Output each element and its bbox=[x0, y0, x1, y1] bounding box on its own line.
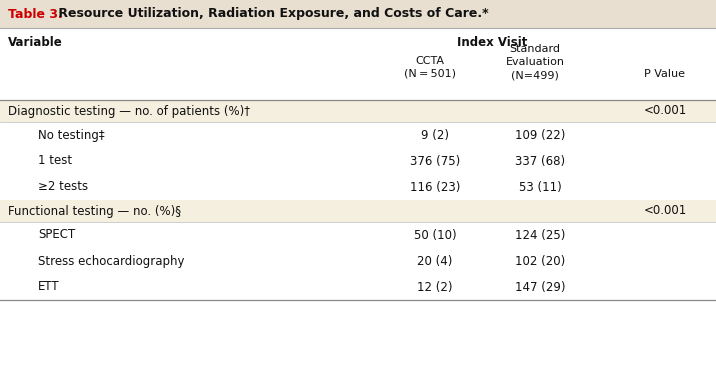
Text: ≥2 tests: ≥2 tests bbox=[38, 181, 88, 194]
Bar bbox=[0, 200, 716, 222]
Text: Index Visit: Index Visit bbox=[458, 35, 528, 48]
Bar bbox=[0, 148, 716, 174]
Text: SPECT: SPECT bbox=[38, 229, 75, 242]
Text: Stress echocardiography: Stress echocardiography bbox=[38, 255, 185, 267]
Bar bbox=[0, 174, 716, 200]
Text: Standard: Standard bbox=[510, 44, 561, 54]
Text: <0.001: <0.001 bbox=[644, 205, 687, 218]
Text: <0.001: <0.001 bbox=[644, 104, 687, 117]
Text: Diagnostic testing — no. of patients (%)†: Diagnostic testing — no. of patients (%)… bbox=[8, 104, 250, 117]
Text: P Value: P Value bbox=[644, 69, 685, 79]
Text: 147 (29): 147 (29) bbox=[515, 280, 565, 293]
Bar bbox=[0, 0, 716, 28]
Text: 9 (2): 9 (2) bbox=[421, 128, 449, 141]
Text: ETT: ETT bbox=[38, 280, 59, 293]
Text: 116 (23): 116 (23) bbox=[410, 181, 460, 194]
Text: Resource Utilization, Radiation Exposure, and Costs of Care.*: Resource Utilization, Radiation Exposure… bbox=[54, 8, 488, 21]
Text: 50 (10): 50 (10) bbox=[414, 229, 456, 242]
Text: Variable: Variable bbox=[8, 35, 63, 48]
Text: Table 3.: Table 3. bbox=[8, 8, 63, 21]
Bar bbox=[0, 274, 716, 300]
Text: Functional testing — no. (%)§: Functional testing — no. (%)§ bbox=[8, 205, 181, 218]
Bar bbox=[0, 100, 716, 122]
Text: 12 (2): 12 (2) bbox=[417, 280, 453, 293]
Text: 102 (20): 102 (20) bbox=[515, 255, 565, 267]
Text: 109 (22): 109 (22) bbox=[515, 128, 565, 141]
Text: 20 (4): 20 (4) bbox=[417, 255, 453, 267]
Text: (N = 501): (N = 501) bbox=[404, 69, 456, 79]
Text: (N=499): (N=499) bbox=[511, 70, 559, 80]
Bar bbox=[0, 122, 716, 148]
Bar bbox=[0, 248, 716, 274]
Bar bbox=[0, 222, 716, 248]
Text: CCTA: CCTA bbox=[415, 56, 445, 66]
Text: Evaluation: Evaluation bbox=[505, 57, 564, 67]
Text: 376 (75): 376 (75) bbox=[410, 155, 460, 168]
Text: 337 (68): 337 (68) bbox=[515, 155, 565, 168]
Text: 53 (11): 53 (11) bbox=[518, 181, 561, 194]
Text: No testing‡: No testing‡ bbox=[38, 128, 105, 141]
Text: 124 (25): 124 (25) bbox=[515, 229, 565, 242]
Text: 1 test: 1 test bbox=[38, 155, 72, 168]
